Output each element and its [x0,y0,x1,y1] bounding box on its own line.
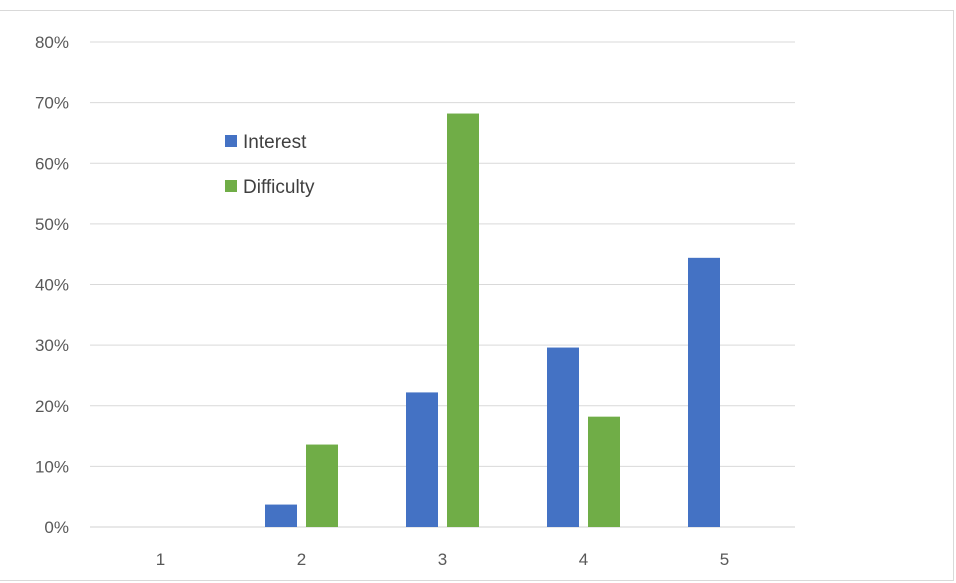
legend: Interest Difficulty [225,132,315,198]
x-tick-label: 1 [156,550,165,569]
x-axis-tick-labels: 1 2 3 4 5 [156,550,729,569]
bar-interest-3 [406,392,438,527]
y-axis-tick-labels: 0% 10% 20% 30% 40% 50% 60% 70% 80% [35,33,69,537]
chart-frame [0,10,954,581]
y-tick-label: 30% [35,336,69,355]
y-tick-label: 0% [44,518,69,537]
bar-difficulty-3 [447,113,479,527]
x-tick-label: 4 [579,550,588,569]
y-tick-label: 70% [35,94,69,113]
bar-difficulty-4 [588,416,620,527]
y-tick-label: 40% [35,276,69,295]
bar-interest-4 [547,347,579,527]
x-tick-label: 2 [297,550,306,569]
bar-interest-2 [265,504,297,527]
legend-swatch-interest [225,135,237,147]
y-tick-label: 60% [35,154,69,173]
legend-swatch-difficulty [225,180,237,192]
y-tick-label: 10% [35,457,69,476]
x-tick-label: 5 [720,550,729,569]
y-tick-label: 80% [35,33,69,52]
gridlines [90,41,795,528]
bar-interest-5 [688,257,720,527]
legend-label-difficulty: Difficulty [243,177,315,198]
y-tick-label: 20% [35,397,69,416]
bars [265,113,720,527]
y-tick-label: 50% [35,215,69,234]
legend-label-interest: Interest [243,132,307,153]
x-tick-label: 3 [438,550,447,569]
bar-difficulty-2 [306,444,338,527]
